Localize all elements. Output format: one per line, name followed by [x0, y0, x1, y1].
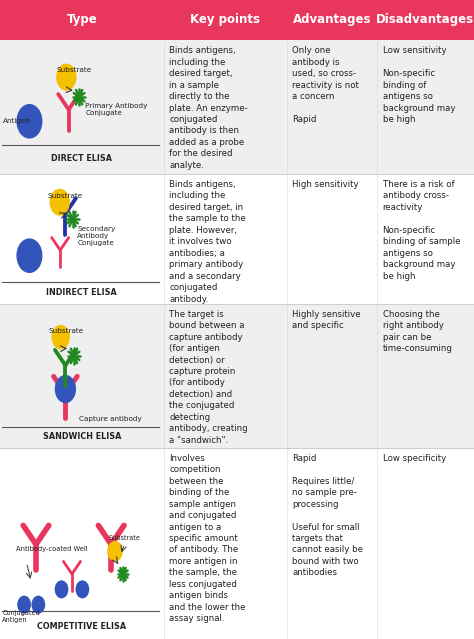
Text: Key points: Key points	[190, 13, 260, 26]
Text: Advantages: Advantages	[292, 13, 371, 26]
Bar	[0, 40, 474, 174]
Text: Only one
antibody is
used, so cross-
reactivity is not
a concern

Rapid: Only one antibody is used, so cross- rea…	[292, 46, 359, 124]
Circle shape	[57, 65, 76, 90]
Text: Type: Type	[66, 13, 97, 26]
Bar	[0, 448, 474, 639]
Text: Binds antigens,
including the
desired target, in
the sample to the
plate. Howeve: Binds antigens, including the desired ta…	[169, 180, 246, 304]
Text: Low sensitivity

Non-specific
binding of
antigens so
background may
be high: Low sensitivity Non-specific binding of …	[383, 46, 455, 124]
Text: Capture antibody: Capture antibody	[79, 416, 141, 422]
Text: Substrate: Substrate	[109, 535, 141, 541]
Circle shape	[55, 376, 75, 403]
Bar	[0, 304, 474, 448]
Text: The target is
bound between a
capture antibody
(for antigen
detection) or
captur: The target is bound between a capture an…	[169, 310, 248, 445]
Text: Primary Antibody
Conjugate: Primary Antibody Conjugate	[85, 103, 147, 116]
Circle shape	[32, 596, 45, 613]
Text: Substrate: Substrate	[49, 328, 84, 334]
Text: Substrate: Substrate	[47, 193, 82, 199]
Circle shape	[17, 239, 42, 272]
Text: Choosing the
right antibody
pair can be
time-consuming: Choosing the right antibody pair can be …	[383, 310, 452, 353]
Circle shape	[52, 326, 69, 349]
Circle shape	[76, 581, 89, 597]
Text: Conjugated
Antigen: Conjugated Antigen	[2, 610, 40, 622]
Text: There is a risk of
antibody cross-
reactivity

Non-specific
binding of sample
an: There is a risk of antibody cross- react…	[383, 180, 460, 281]
Circle shape	[50, 189, 69, 215]
Circle shape	[17, 105, 42, 138]
Text: Involves
competition
between the
binding of the
sample antigen
and conjugated
an: Involves competition between the binding…	[169, 454, 246, 623]
Text: Antigen: Antigen	[3, 118, 31, 125]
Text: Substrate: Substrate	[57, 67, 92, 73]
Text: INDIRECT ELISA: INDIRECT ELISA	[46, 288, 117, 296]
Text: Rapid

Requires little/
no sample pre-
processing

Useful for small
targets that: Rapid Requires little/ no sample pre- pr…	[292, 454, 364, 578]
Circle shape	[108, 542, 122, 561]
Text: Highly sensitive
and specific: Highly sensitive and specific	[292, 310, 361, 330]
Text: Binds antigens,
including the
desired target,
in a sample
directly to the
plate.: Binds antigens, including the desired ta…	[169, 46, 248, 170]
Circle shape	[55, 581, 68, 597]
Circle shape	[18, 596, 30, 613]
Text: COMPETITIVE ELISA: COMPETITIVE ELISA	[37, 622, 127, 631]
Text: Disadvantages: Disadvantages	[376, 13, 474, 26]
Text: Low specificity: Low specificity	[383, 454, 446, 463]
Text: High sensitivity: High sensitivity	[292, 180, 359, 189]
Bar	[0, 174, 474, 304]
Text: SANDWICH ELISA: SANDWICH ELISA	[43, 432, 121, 441]
Text: DIRECT ELISA: DIRECT ELISA	[51, 154, 112, 164]
Text: Secondary
Antibody
Conjugate: Secondary Antibody Conjugate	[77, 226, 116, 246]
Text: Antibody-coated Well: Antibody-coated Well	[16, 546, 88, 552]
Bar	[0, 0, 474, 40]
